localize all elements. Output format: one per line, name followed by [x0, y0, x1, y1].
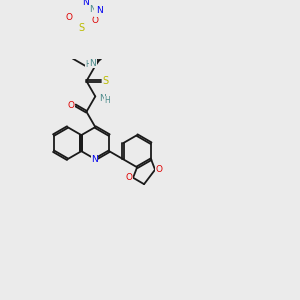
Text: N: N: [82, 0, 88, 7]
Text: O: O: [126, 173, 133, 182]
Text: N: N: [96, 6, 102, 15]
Text: O: O: [156, 165, 163, 174]
Text: N: N: [91, 155, 98, 164]
Text: S: S: [103, 76, 109, 86]
Text: O: O: [92, 16, 98, 25]
Text: O: O: [68, 101, 75, 110]
Text: N: N: [99, 94, 106, 103]
Text: H: H: [104, 96, 110, 105]
Text: H: H: [85, 60, 91, 69]
Text: N: N: [89, 59, 96, 68]
Text: N: N: [89, 5, 96, 14]
Text: S: S: [78, 22, 84, 33]
Text: O: O: [66, 14, 73, 22]
Text: H: H: [94, 8, 100, 17]
